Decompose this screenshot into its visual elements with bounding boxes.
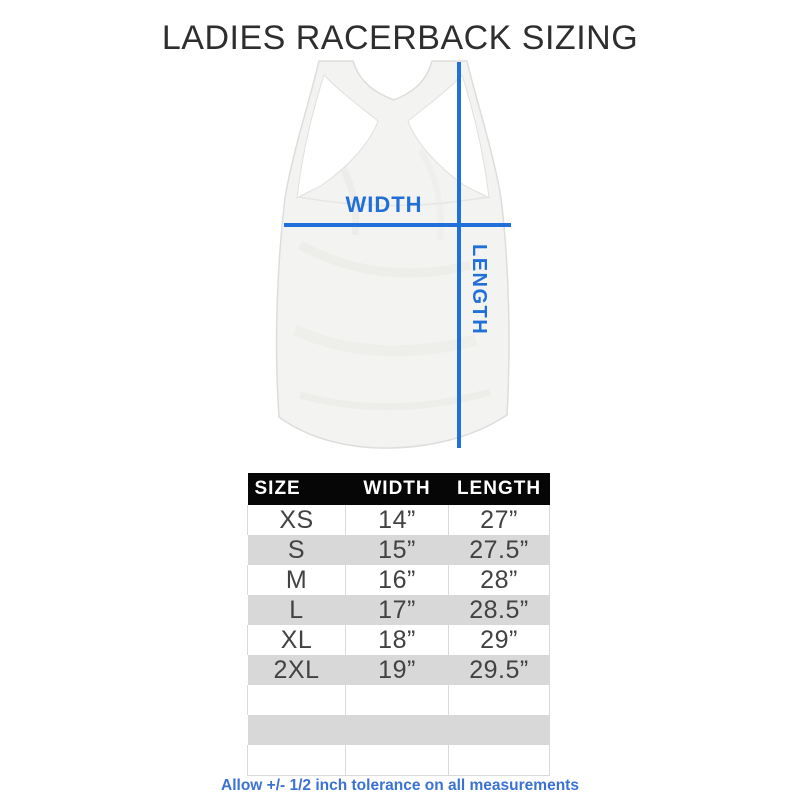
width-cell: 15” [345,535,449,565]
empty-cell [448,715,550,745]
width-cell: 16” [345,565,449,595]
length-cell: 28” [448,565,550,595]
yoke-seam [298,196,488,207]
length-label: LENGTH [468,244,490,336]
table-row-xs: XS 14” 27” [247,505,550,535]
width-cell: 14” [345,505,449,535]
size-table: SIZE WIDTH LENGTH XS 14” 27” S 15” 27.5”… [247,473,550,776]
table-row-empty [247,715,550,745]
width-label: WIDTH [345,192,423,217]
length-cell: 27.5” [448,535,550,565]
table-header-row: SIZE WIDTH LENGTH [247,473,550,505]
column-header-width: WIDTH [345,473,449,505]
size-cell: S [247,535,346,565]
width-cell: 17” [345,595,449,625]
empty-cell [345,745,449,776]
table-row-s: S 15” 27.5” [247,535,550,565]
width-measure-line [284,223,511,227]
empty-cell [345,715,449,745]
table-row-empty [247,745,550,776]
width-cell: 18” [345,625,449,655]
size-cell: M [247,565,346,595]
length-measure-line [457,62,461,448]
tolerance-note: Allow +/- 1/2 inch tolerance on all meas… [221,777,579,794]
empty-cell [247,745,346,776]
right-armhole [407,74,490,199]
empty-cell [247,715,346,745]
length-cell: 29.5” [448,655,550,685]
table-row-xl: XL 18” 29” [247,625,550,655]
empty-cell [247,685,346,715]
table-row-empty [247,685,550,715]
size-cell: L [247,595,346,625]
page-title: LADIES RACERBACK SIZING [161,19,639,57]
length-cell: 29” [448,625,550,655]
table-row-m: M 16” 28” [247,565,550,595]
table-row-l: L 17” 28.5” [247,595,550,625]
empty-cell [448,685,550,715]
column-header-size: SIZE [247,473,346,505]
left-armhole [296,74,379,199]
length-cell: 27” [448,505,550,535]
column-header-length: LENGTH [448,473,550,505]
size-cell: XL [247,625,346,655]
empty-cell [345,685,449,715]
empty-cell [448,745,550,776]
table-row-2xl: 2XL 19” 29.5” [247,655,550,685]
size-cell: XS [247,505,346,535]
width-cell: 19” [345,655,449,685]
racerback-tank-illustration [275,60,511,449]
length-cell: 28.5” [448,595,550,625]
size-cell: 2XL [247,655,346,685]
